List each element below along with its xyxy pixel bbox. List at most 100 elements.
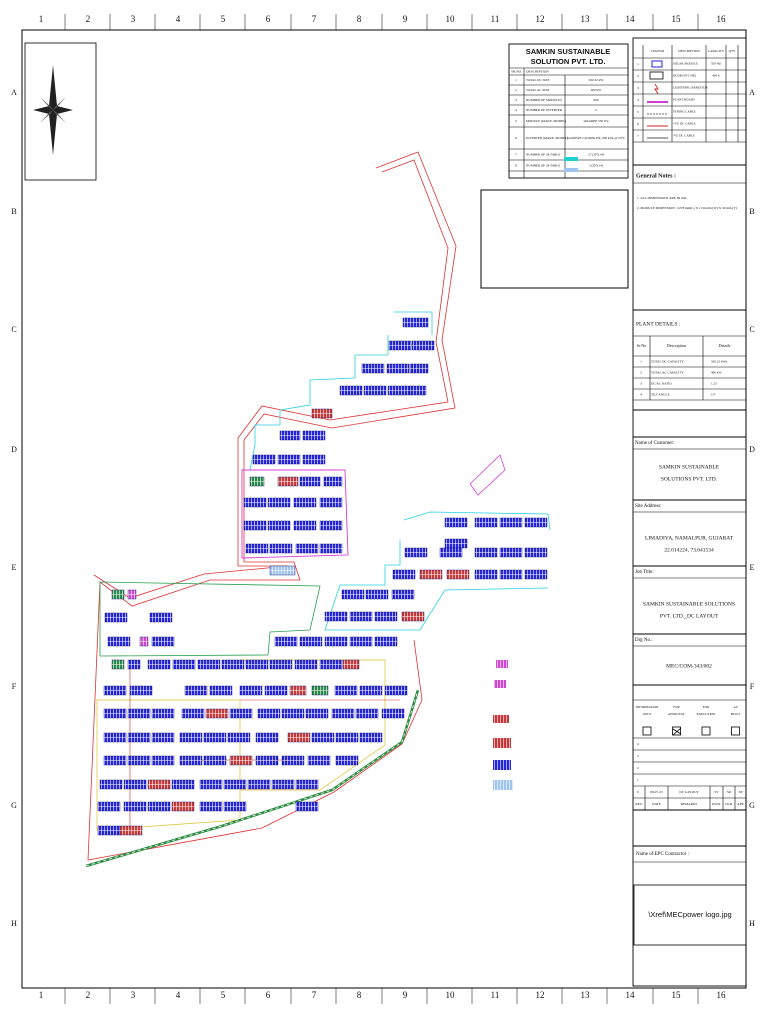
row-label: D: [11, 445, 17, 454]
column-label: 3: [131, 14, 136, 24]
checkbox: [731, 726, 740, 736]
label: 7: [515, 152, 517, 156]
label: 4: [515, 108, 517, 112]
row-label: A: [749, 88, 755, 97]
site-boundaries: [85, 151, 551, 868]
row-label: F: [750, 682, 755, 691]
table-header: CKD.: [725, 802, 733, 806]
label: 2: [595, 108, 597, 112]
row-label: H: [11, 919, 17, 928]
logo-reference: \Xref\MECpower logo.jpg: [648, 910, 731, 919]
label: NUMBER OF 28 TABLE: [526, 163, 560, 167]
column-label: 14: [626, 14, 636, 24]
table-swatch: [564, 168, 578, 172]
column-label: 6: [266, 14, 271, 24]
column-label: 16: [717, 990, 727, 1000]
compass: [33, 65, 73, 155]
table-header: APP.: [737, 802, 744, 806]
column-label: 1: [39, 990, 44, 1000]
row-label: D: [749, 445, 755, 454]
label: 500.32 kWp: [711, 359, 728, 363]
label: 1.25: [711, 381, 717, 385]
column-label: 10: [446, 14, 456, 24]
approval-label: FOR: [703, 705, 710, 709]
column-label: 14: [626, 990, 636, 1000]
section-title: General Notes :: [636, 173, 676, 179]
row-label: A: [11, 88, 17, 97]
label: 400 kW: [591, 88, 602, 92]
column-label: 7: [312, 990, 317, 1000]
label: NUMBER OF MODULES: [526, 98, 562, 102]
label: 5 (2PX14): [589, 163, 603, 167]
revision-cell: 08-07-23: [650, 790, 663, 794]
label: 1: [515, 78, 517, 82]
column-label: 9: [403, 990, 408, 1000]
label: 2: [637, 74, 639, 78]
label: 400 kW: [711, 370, 722, 374]
approval-label: EXECUTION: [697, 712, 716, 716]
column-label: 12: [536, 990, 545, 1000]
label: 3: [515, 98, 517, 102]
label: DC/AC RATIO: [651, 381, 672, 385]
label: LIGHTNING ARRESTOR: [673, 86, 709, 90]
approval-label: AS: [733, 705, 737, 709]
label: 5: [515, 119, 517, 123]
row-label: C: [749, 325, 754, 334]
column-label: 4: [176, 14, 181, 24]
table-header: QTY: [729, 49, 736, 53]
column-label: 5: [221, 14, 226, 24]
section-text: SOLUTIONS PVT. LTD.: [661, 476, 718, 482]
column-label: 5: [221, 990, 226, 1000]
column-label: 15: [672, 14, 682, 24]
revision-cell: DC LAYOUT: [679, 790, 699, 794]
table-header: SR.NO: [511, 69, 522, 73]
revision-cell: 1: [637, 778, 639, 782]
section-text: LIMADIYA, NAMALPUR, GUJARAT: [645, 535, 734, 541]
label: 908: [594, 98, 599, 102]
table-header: Sr.No: [637, 343, 647, 348]
row-label: B: [11, 207, 16, 216]
column-label: 7: [312, 14, 317, 24]
label: 4: [640, 392, 642, 396]
approval-label: ONLY: [643, 712, 652, 716]
column-label: 8: [357, 14, 362, 24]
label: GOODWE GW200K-HT, 200 kVA @ 50°C: [567, 136, 626, 141]
row-label: G: [11, 801, 17, 810]
label: 15°: [711, 392, 716, 396]
approval-label: APPROVAL: [668, 712, 685, 716]
label: 500.32 kW: [589, 78, 605, 82]
revision-cell: SP: [739, 790, 743, 794]
checkbox: [701, 726, 711, 736]
revision-cell: 3: [637, 754, 639, 758]
label: TOTAL AC SIZE: [526, 88, 549, 92]
revision-cell: 2: [637, 766, 639, 770]
approval-label: BUILT: [731, 712, 740, 716]
summary-table: [508, 43, 629, 179]
column-label: 13: [581, 990, 591, 1000]
label: STRING CABLE: [673, 110, 696, 114]
table-header: DESCRIPTION: [678, 49, 700, 53]
label: 400 A: [712, 74, 720, 78]
label: 5: [637, 110, 639, 114]
table-header: LEGEND: [651, 49, 665, 53]
row-label: E: [750, 563, 755, 572]
symbol: [649, 71, 664, 80]
column-label: 11: [491, 990, 500, 1000]
label: 6: [637, 122, 639, 126]
row-label: B: [749, 207, 754, 216]
section-text: SAMKIN SUSTAINABLE: [659, 464, 720, 470]
column-label: 8: [357, 990, 362, 1000]
column-label: 13: [581, 14, 591, 24]
label: 7: [637, 134, 639, 138]
table-header: Description: [667, 343, 687, 348]
section-text: PVT. LTD._DC LAYOUT: [660, 613, 719, 619]
column-label: 2: [86, 14, 91, 24]
label: 1: [640, 359, 642, 363]
logo-box: [633, 884, 747, 946]
row-label: F: [12, 682, 17, 691]
revision-cell: SV: [714, 790, 719, 794]
table-header: REV.: [635, 802, 642, 806]
label: 2: [515, 88, 517, 92]
table-header: DESCRIPTION: [526, 69, 549, 73]
label: NUMBER OF INVERTER: [526, 108, 563, 112]
